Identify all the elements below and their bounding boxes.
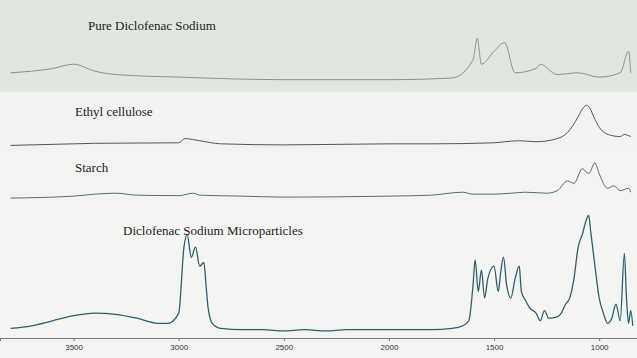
tick: 2500 — [275, 338, 293, 352]
tick-mark — [494, 338, 495, 341]
panel-background — [0, 205, 637, 338]
tick: 1500 — [486, 338, 504, 352]
tick-mark — [179, 338, 180, 341]
panel-background — [0, 150, 637, 205]
tick-mark — [74, 338, 75, 341]
panel: Pure Diclofenac Sodium — [0, 0, 637, 92]
tick-label: 3000 — [170, 343, 188, 352]
panel: Ethyl cellulose — [0, 92, 637, 150]
tick-label: 2000 — [381, 343, 399, 352]
tick-mark — [389, 338, 390, 341]
axis-line — [1, 339, 637, 342]
plot-area — [11, 38, 631, 79]
tick: 2000 — [381, 338, 399, 352]
plot-area — [11, 215, 633, 331]
tick: 3500 — [65, 338, 83, 352]
spectrum-line — [11, 215, 633, 331]
panel: Starch — [0, 150, 637, 205]
panel-background — [0, 0, 637, 92]
spectrum-label: Pure Diclofenac Sodium — [88, 18, 216, 33]
tick-label: 1000 — [591, 343, 609, 352]
tick-mark — [599, 338, 600, 341]
tick: 3000 — [170, 338, 188, 352]
tick-label: 3500 — [65, 343, 83, 352]
tick-label: 2500 — [275, 343, 293, 352]
tick-mark — [284, 338, 285, 341]
panel: Diclofenac Sodium Microparticles — [0, 205, 637, 338]
spectrum-label: Diclofenac Sodium Microparticles — [123, 223, 303, 238]
tick: 1000 — [591, 338, 609, 352]
spectrum-label: Starch — [75, 160, 109, 175]
chart: Pure Diclofenac Sodium Ethyl cellulose Sta… — [0, 0, 637, 358]
tick-label: 1500 — [486, 343, 504, 352]
x-axis: 3500 3000 2500 2000 1500 1000 — [1, 338, 637, 352]
spectrum-line — [11, 38, 631, 79]
panel-background — [0, 92, 637, 150]
spectrum-label: Ethyl cellulose — [75, 104, 153, 119]
